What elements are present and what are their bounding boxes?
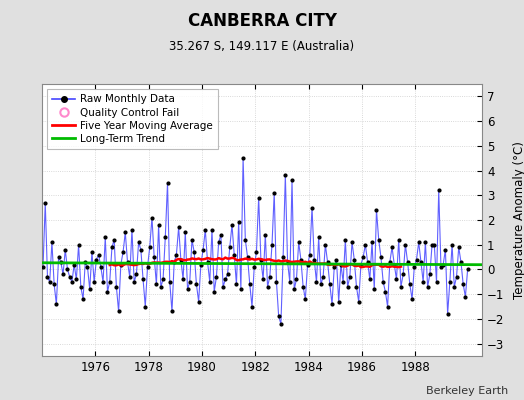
Text: 35.267 S, 149.117 E (Australia): 35.267 S, 149.117 E (Australia) [169, 40, 355, 53]
Legend: Raw Monthly Data, Quality Control Fail, Five Year Moving Average, Long-Term Tren: Raw Monthly Data, Quality Control Fail, … [47, 89, 219, 149]
Text: CANBERRA CITY: CANBERRA CITY [188, 12, 336, 30]
Y-axis label: Temperature Anomaly (°C): Temperature Anomaly (°C) [512, 141, 524, 299]
Text: Berkeley Earth: Berkeley Earth [426, 386, 508, 396]
